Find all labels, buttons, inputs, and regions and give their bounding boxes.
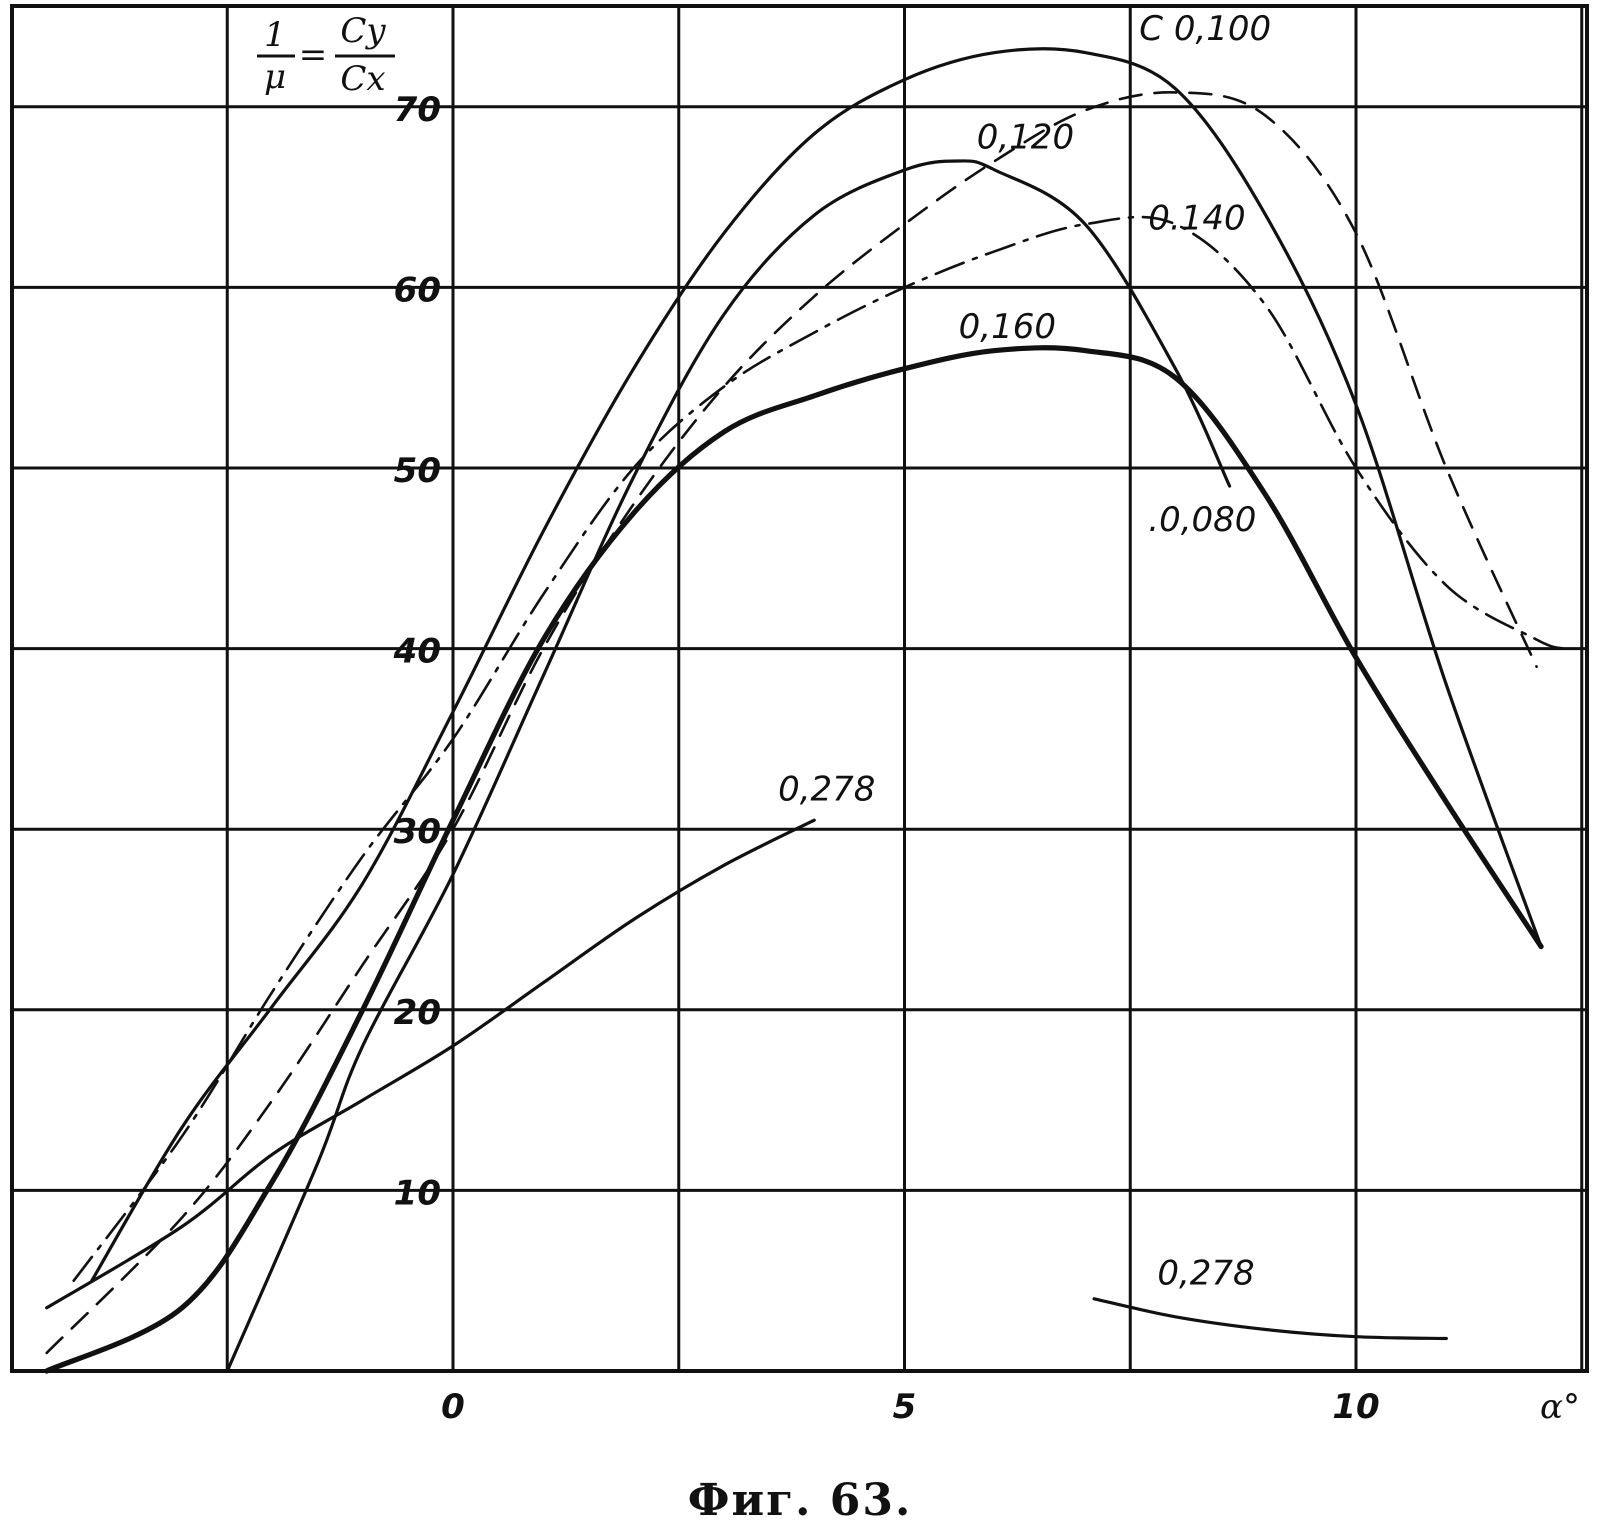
- series-line-4: [72, 215, 1565, 1282]
- x-axis-title: α°: [1540, 1387, 1580, 1427]
- curve-label: 0,120: [977, 117, 1074, 157]
- chart-curve-labels: C 0,100 0,120 0.140 0,160 .0,080 0,278 0,278: [778, 9, 1271, 1293]
- svg-text:=: =: [299, 35, 328, 75]
- chart-series: [44, 47, 1565, 1374]
- y-axis-title-lhs-numerator: 1: [264, 15, 286, 55]
- series-line-7: [1092, 1297, 1448, 1341]
- chart-grid: [12, 6, 1587, 1371]
- y-tick-label: 70: [394, 90, 441, 130]
- chart-tick-labels: 0 5 10 10 20 30 40 50 60 70: [393, 90, 1380, 1427]
- y-axis-title-rhs-numerator: Cy: [340, 11, 386, 51]
- y-tick-label: 30: [394, 812, 441, 852]
- y-tick-label: 10: [394, 1173, 441, 1213]
- x-tick-label: 0: [441, 1387, 465, 1427]
- y-tick-label: 50: [394, 451, 441, 491]
- curve-label: 0,278: [1157, 1253, 1254, 1293]
- chart-frame: [10, 4, 1589, 1373]
- x-tick-label: 10: [1332, 1387, 1379, 1427]
- x-tick-label: 5: [893, 1387, 917, 1427]
- curve-label: 0,160: [959, 307, 1056, 347]
- y-axis-title-lhs: μ: [264, 57, 286, 97]
- curve-label: C 0,100: [1139, 9, 1271, 49]
- y-axis-title-rhs-denominator: Cx: [340, 59, 385, 99]
- y-axis-title: 1 μ = Cy Cx: [257, 11, 395, 99]
- curve-label: 0,278: [778, 769, 875, 809]
- series-line-3: [45, 91, 1538, 1355]
- series-line-5: [44, 345, 1544, 1374]
- series-line-1: [90, 47, 1543, 1283]
- y-tick-label: 60: [394, 270, 441, 310]
- series-line-2: [225, 159, 1232, 1373]
- curve-label: 0.140: [1148, 199, 1245, 239]
- figure-caption: Фиг. 63.: [688, 1475, 913, 1526]
- y-tick-label: 40: [393, 632, 441, 672]
- y-tick-label: 20: [394, 993, 441, 1033]
- series-line-6: [45, 818, 816, 1310]
- curve-label: .0,080: [1148, 500, 1256, 540]
